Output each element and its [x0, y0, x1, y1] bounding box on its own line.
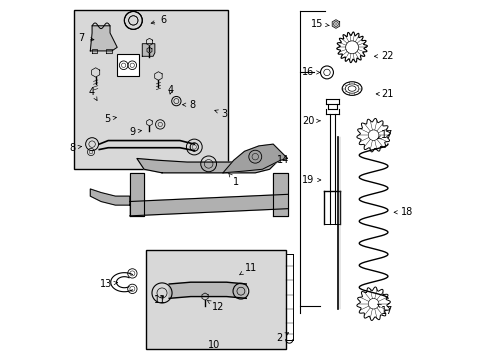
Bar [74, 10, 228, 169]
Text: 9: 9 [129, 127, 141, 136]
Polygon shape [106, 49, 112, 53]
Text: 2: 2 [275, 333, 288, 343]
Text: 10: 10 [207, 340, 220, 350]
Text: 17: 17 [377, 304, 392, 316]
Text: 11: 11 [154, 295, 166, 305]
Polygon shape [129, 194, 287, 216]
Polygon shape [142, 44, 155, 56]
Text: 4: 4 [167, 85, 174, 95]
Polygon shape [273, 173, 287, 216]
Polygon shape [92, 49, 97, 53]
Polygon shape [90, 189, 129, 205]
Text: 1: 1 [228, 173, 239, 187]
Text: 18: 18 [393, 207, 412, 217]
Text: 12: 12 [206, 300, 224, 312]
Text: 11: 11 [239, 263, 256, 275]
Text: 15: 15 [310, 19, 328, 29]
Text: 8: 8 [182, 100, 195, 110]
Bar [145, 250, 285, 348]
Text: 3: 3 [214, 109, 227, 119]
Bar [117, 54, 139, 76]
Polygon shape [90, 26, 117, 51]
Text: 4: 4 [89, 87, 97, 100]
Text: 16: 16 [302, 67, 320, 77]
Text: 8: 8 [70, 143, 81, 153]
Text: 22: 22 [374, 51, 392, 61]
Polygon shape [169, 282, 246, 298]
Text: 6: 6 [151, 15, 166, 26]
Polygon shape [223, 144, 287, 173]
Text: 7: 7 [79, 33, 94, 43]
Text: 14: 14 [277, 155, 289, 165]
Text: 13: 13 [100, 279, 117, 289]
Text: 17: 17 [377, 130, 392, 140]
Text: 19: 19 [302, 175, 320, 185]
Text: 21: 21 [375, 89, 392, 99]
Text: 5: 5 [103, 114, 116, 124]
Polygon shape [331, 20, 339, 28]
Polygon shape [129, 173, 144, 216]
Text: 20: 20 [302, 116, 320, 126]
Polygon shape [137, 151, 280, 173]
